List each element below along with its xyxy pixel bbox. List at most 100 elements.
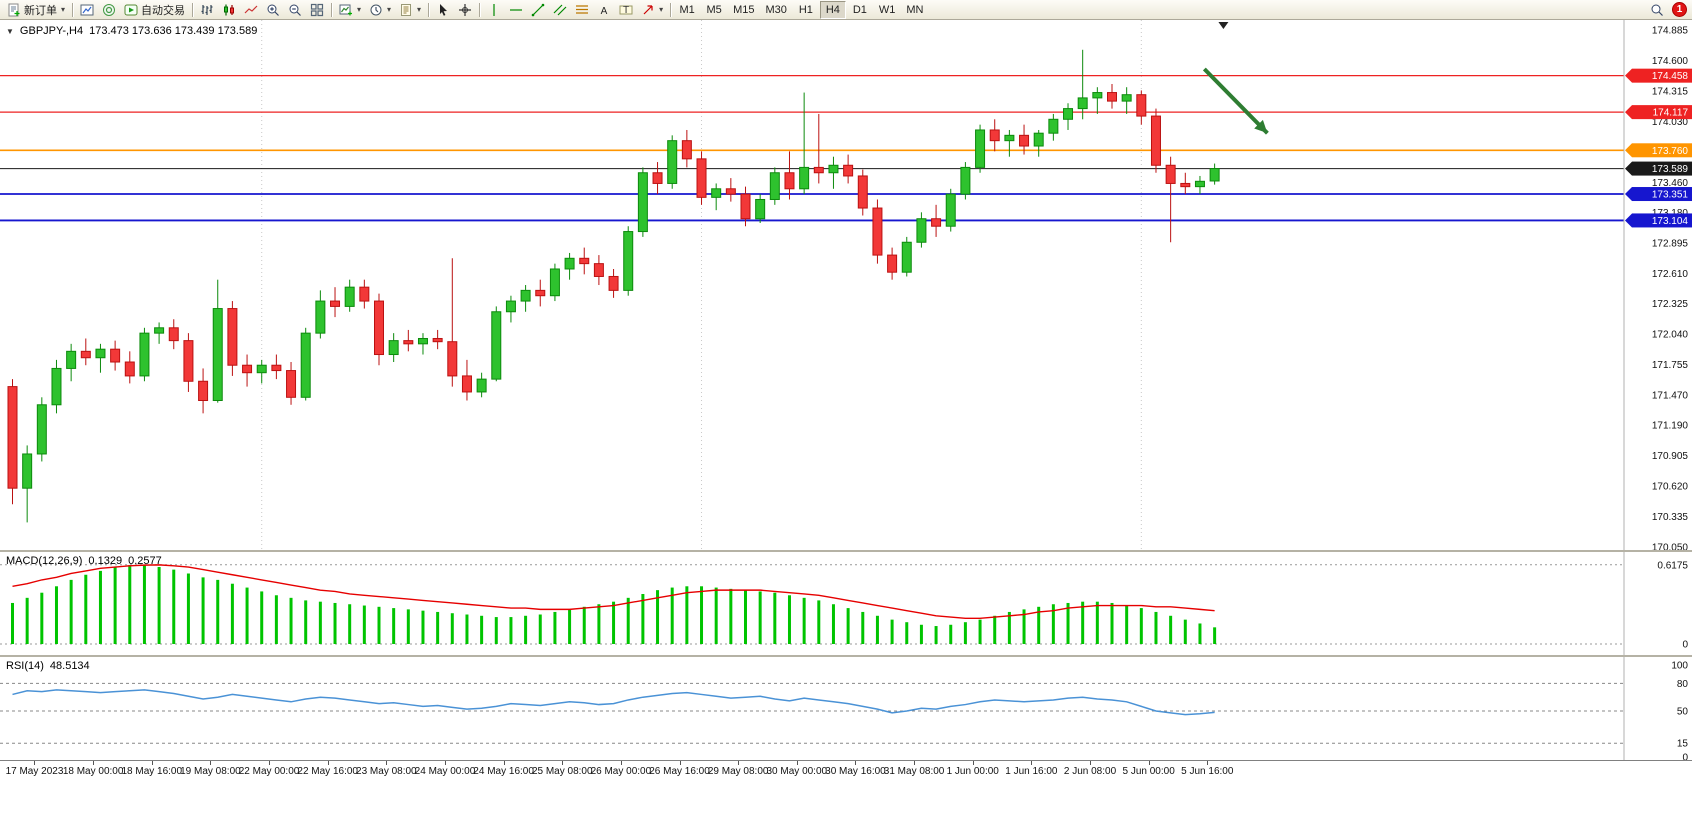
arrows-tool-button[interactable]: ▾	[637, 1, 667, 19]
svg-text:A: A	[601, 6, 608, 17]
timeframe-w1-button[interactable]: W1	[874, 1, 901, 19]
time-axis-tick	[1031, 761, 1033, 765]
tile-windows-button[interactable]	[306, 1, 328, 19]
auto-trading-button[interactable]: 自动交易	[120, 1, 189, 19]
time-axis-label: 18 May 00:00	[62, 766, 124, 777]
time-axis-tick	[210, 761, 212, 765]
svg-text:173.460: 173.460	[1652, 178, 1689, 189]
channel-button[interactable]	[549, 1, 571, 19]
zoom-in-button[interactable]	[262, 1, 284, 19]
toolbar-separator	[670, 2, 672, 17]
svg-text:15: 15	[1677, 739, 1689, 750]
svg-text:174.458: 174.458	[1652, 71, 1689, 82]
time-axis-label: 2 Jun 08:00	[1063, 766, 1117, 777]
chevron-down-icon: ▾	[61, 5, 66, 14]
chart-candles-button[interactable]	[218, 1, 240, 19]
time-axis-label: 26 May 16:00	[649, 766, 710, 777]
svg-text:172.895: 172.895	[1652, 238, 1689, 249]
svg-text:172.325: 172.325	[1652, 299, 1689, 310]
svg-text:80: 80	[1677, 679, 1689, 690]
new-chart-icon	[80, 4, 94, 15]
text-icon: A	[601, 6, 608, 17]
time-axis-label: 31 May 08:00	[883, 766, 945, 777]
zoom-in-icon	[267, 4, 279, 16]
trendline-button[interactable]	[527, 1, 549, 19]
chart-bars-button[interactable]	[196, 1, 218, 19]
svg-text:174.117: 174.117	[1653, 108, 1689, 119]
time-axis-label: 22 May 00:00	[238, 766, 300, 777]
time-axis-tick	[972, 761, 974, 765]
timeframe-mn-button[interactable]: MN	[901, 1, 928, 19]
horizontal-line-icon	[510, 8, 523, 11]
zoom-out-icon	[289, 4, 301, 16]
time-axis[interactable]: 17 May 2023 18 May 00:00 18 May 16:00 19 Ma…	[0, 760, 1692, 837]
chart-symbol-label: GBPJPY-,H4	[19, 25, 84, 37]
svg-text:174.030: 174.030	[1652, 117, 1689, 128]
rsi-value: 48.5134	[49, 660, 90, 672]
tile-windows-icon	[310, 3, 324, 16]
timeframe-m1-button[interactable]: M1	[674, 1, 700, 19]
cursor-button[interactable]	[432, 1, 454, 19]
chart-ohlc-label: 173.473 173.636 173.439 173.589	[89, 25, 258, 37]
chevron-down-icon: ▾	[659, 5, 664, 14]
timeframe-h1-button[interactable]: H1	[793, 1, 819, 19]
horizontal-line-button[interactable]	[505, 1, 527, 19]
timeframe-m30-button[interactable]: M30	[760, 1, 791, 19]
time-axis-label: 24 May 00:00	[414, 766, 476, 777]
new-chart-button[interactable]	[76, 1, 98, 19]
label-button[interactable]: T	[615, 1, 637, 19]
svg-text:170.620: 170.620	[1652, 482, 1689, 493]
macd-chart[interactable]: 0.6175 0	[0, 552, 1692, 655]
svg-text:173.180: 173.180	[1652, 208, 1689, 219]
auto-trading-icon	[124, 4, 138, 15]
svg-text:171.470: 171.470	[1652, 391, 1689, 402]
svg-text:174.885: 174.885	[1652, 26, 1689, 37]
search-button[interactable]	[1646, 1, 1668, 19]
templates-button[interactable]: ▾	[395, 1, 425, 19]
timeframe-m5-button[interactable]: M5	[701, 1, 727, 19]
time-axis-tick	[34, 761, 36, 765]
chart-line-button[interactable]	[240, 1, 262, 19]
timeframe-m15-button[interactable]: M15	[728, 1, 759, 19]
crosshair-button[interactable]	[454, 1, 476, 19]
svg-text:172.040: 172.040	[1652, 330, 1689, 341]
vertical-line-button[interactable]	[483, 1, 505, 19]
new-order-button[interactable]: 新订单 ▾	[3, 1, 69, 19]
rsi-panel[interactable]: RSI(14) 48.5134 100 80 50 15 0	[0, 655, 1692, 760]
macd-name: MACD(12,26,9)	[6, 555, 83, 567]
new-order-label: 新订单	[24, 4, 57, 17]
timeframe-h4-button[interactable]: H4	[819, 0, 846, 19]
candlestick-chart[interactable]: 174.885174.600174.315174.030173.745173.4…	[0, 20, 1692, 550]
timeframe-d1-button[interactable]: D1	[847, 1, 873, 19]
time-axis-tick	[386, 761, 388, 765]
time-axis-tick	[503, 761, 505, 765]
time-axis-tick	[855, 761, 857, 765]
periods-button[interactable]: ▾	[365, 1, 395, 19]
search-icon	[1651, 4, 1663, 16]
time-axis-tick	[444, 761, 446, 765]
price-chart-panel[interactable]: ▼ GBPJPY-,H4 173.473 173.636 173.439 173…	[0, 20, 1692, 550]
text-button[interactable]: A	[593, 1, 615, 19]
zoom-out-button[interactable]	[284, 1, 306, 19]
time-axis-tick	[738, 761, 740, 765]
auto-trading-label: 自动交易	[141, 4, 186, 17]
indicators-button[interactable]: ▾	[335, 1, 365, 19]
time-axis-tick	[93, 761, 95, 765]
profiles-icon	[103, 3, 116, 16]
toolbar-separator	[72, 2, 74, 17]
macd-panel[interactable]: MACD(12,26,9) 0.1329 0.2577 0.6175 0	[0, 550, 1692, 655]
timeframe-toolbar: M1 M5 M15 M30 H1 H4 D1 W1 MN	[674, 0, 928, 19]
svg-text:173.589: 173.589	[1652, 164, 1689, 175]
candles-chart-icon	[224, 4, 235, 15]
chart-collapse-icon[interactable]: ▼	[6, 26, 14, 36]
crosshair-icon	[459, 3, 472, 16]
notification-badge[interactable]: 1	[1672, 2, 1687, 17]
svg-text:T: T	[623, 4, 629, 15]
fibonacci-button[interactable]	[571, 1, 593, 19]
time-axis-label: 5 Jun 16:00	[1181, 766, 1234, 777]
time-axis-tick	[1090, 761, 1091, 765]
profiles-button[interactable]	[98, 1, 120, 19]
macd-value-signal: 0.2577	[128, 555, 162, 567]
rsi-chart[interactable]: 100 80 50 15 0	[0, 657, 1692, 760]
svg-text:0.6175: 0.6175	[1657, 560, 1688, 571]
